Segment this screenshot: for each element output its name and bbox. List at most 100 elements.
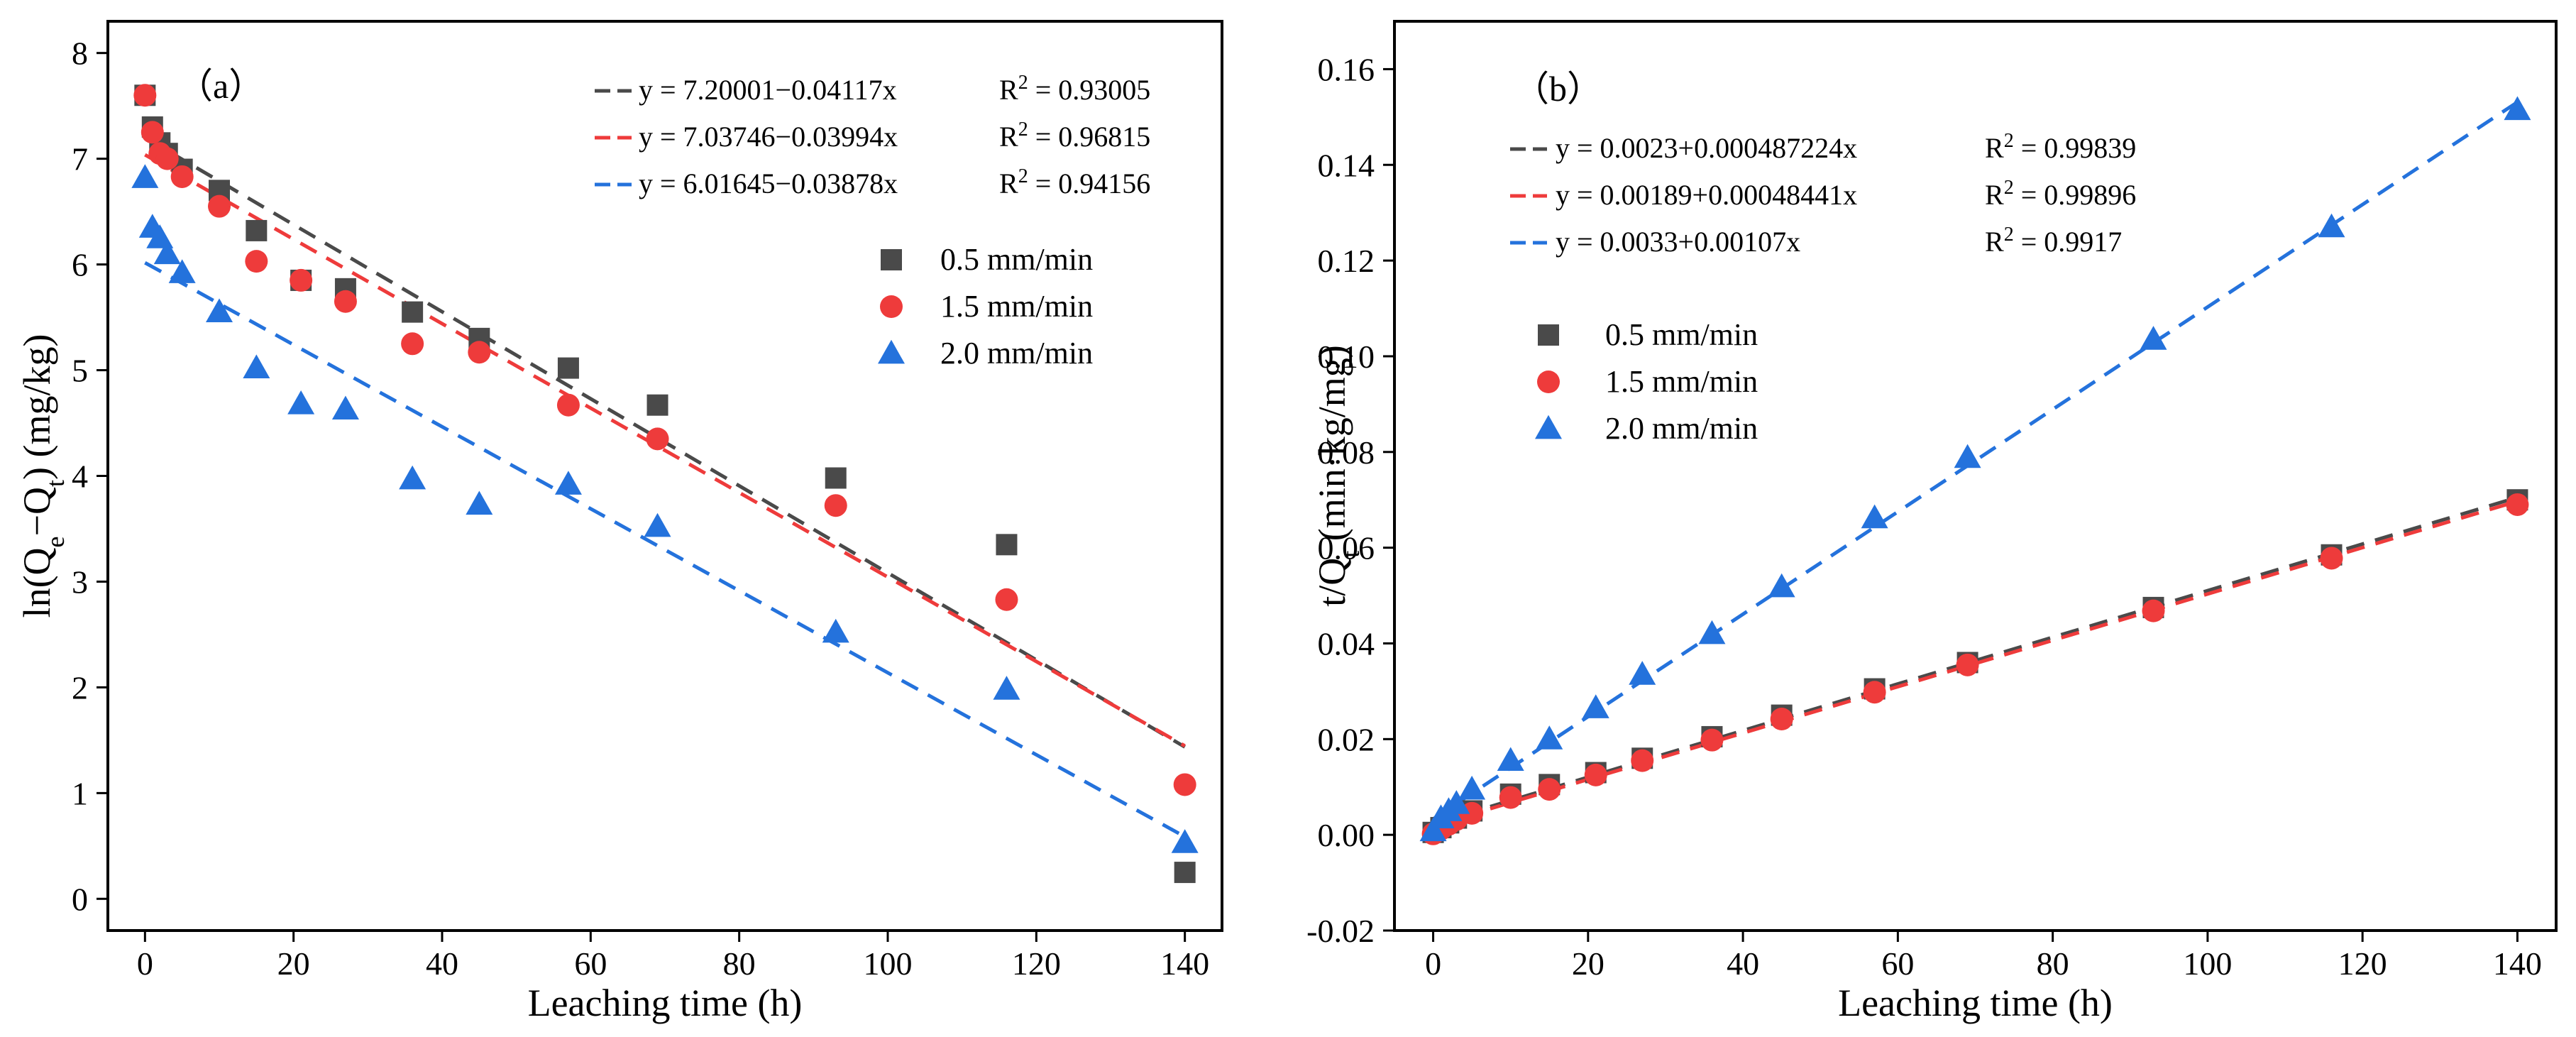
y-tick-label: 6 [72,247,88,283]
data-point-s2-10 [1700,728,1724,752]
data-point-s1-12 [557,357,579,379]
data-point-s2-11 [1770,707,1793,730]
r2-superscript: 2 [1018,72,1028,94]
data-point-s3-1 [131,164,159,188]
legend-marker-1 [1538,324,1559,346]
y-tick-label: 1 [72,775,88,811]
data-point-s3-11 [466,490,493,515]
data-point-s3-5 [1458,775,1486,800]
data-point-s2-10 [401,332,424,356]
y-axis-label-part: ln(Q [16,547,58,618]
data-point-s2-9 [1631,749,1654,772]
y-axis-label-sub: t [1336,551,1365,558]
fit-line-1 [1432,495,2519,826]
legend-label-3: 2.0 mm/min [1605,411,1758,446]
y-tick-label: 0.00 [1318,817,1375,853]
fit-line-2 [1432,499,2519,828]
r2-superscript: 2 [2004,130,2014,152]
y-tick-label: 4 [72,459,88,495]
r2-symbol: R [1985,226,2004,258]
data-point-s3-4 [1443,790,1470,814]
data-point-s2-15 [995,588,1018,611]
x-tick-label: 140 [2493,945,2542,982]
fit-r2-3: R2 = 0.9917 [1985,224,2122,258]
x-tick-label: 120 [1012,945,1061,982]
r2-superscript: 2 [2004,224,2014,246]
data-point-s3-11 [1768,573,1795,598]
panel-label: （a） [177,66,264,106]
legend-label-1: 0.5 mm/min [940,242,1093,277]
chart-b: 0 20 40 60 80 100 120 140 -0.02 0.00 0.02 0.04 0.06 0… [1306,20,2558,1024]
data-point-s2-16 [2506,493,2529,516]
legend-label-3: 2.0 mm/min [940,336,1093,371]
x-axis-label: Leaching time (h) [1838,982,2113,1024]
x-tick-label: 100 [2183,945,2232,982]
data-point-s2-16 [1173,773,1196,796]
y-axis-label-sub: e [41,536,70,547]
fit-lines [1432,100,2519,828]
data-point-s1-13 [646,394,668,416]
data-point-s2-7 [1538,778,1561,801]
y-tick-label: 0.12 [1318,243,1375,279]
y-axis-label-part: t/Q [1311,558,1353,607]
y-axis-label-part: ) (mg/kg) [16,334,58,480]
x-tick-label: 100 [864,945,913,982]
y-axis-label: t/Qt (min·kg/mg) [1311,345,1365,607]
x-tick-label: 120 [2338,945,2387,982]
data-point-s2-12 [556,393,580,417]
x-tick-label: 140 [1160,945,1209,982]
fit-line-3 [144,260,1186,839]
x-tick-label: 20 [277,945,310,982]
r2-symbol: R [999,168,1018,199]
data-point-s1-14 [825,467,847,489]
data-point-s1-10 [402,301,424,323]
r2-symbol: R [1985,179,2004,211]
fit-r2-2: R2 = 0.96815 [999,119,1150,153]
y-tick-label: -0.02 [1306,913,1375,949]
legend-marker-2 [880,295,903,318]
y-tick-label: 0.16 [1318,51,1375,87]
data-point-s2-1 [133,84,157,107]
y-axis-label-sub: t [41,480,70,487]
legend-label-1: 0.5 mm/min [1605,317,1758,352]
data-point-s1-15 [996,534,1018,556]
y-axis-label-part: −Q [16,487,58,536]
data-point-s2-2 [141,121,164,144]
fit-r2-3: R2 = 0.94156 [999,165,1150,200]
data-point-s3-10 [1698,620,1726,644]
r2-symbol: R [999,74,1018,106]
r2-superscript: 2 [1018,165,1028,187]
r2-value: = 0.99896 [2014,179,2137,211]
data-point-s3-12 [1861,504,1888,529]
x-axis-label: Leaching time (h) [528,982,803,1024]
x-tick-label: 60 [1881,945,1914,982]
fit-equation-3: y = 6.01645−0.03878x [639,168,898,199]
y-tick-label: 0.08 [1318,434,1375,471]
legend-marker-2 [1537,371,1560,393]
r2-value: = 0.96815 [1028,121,1151,153]
y-tick-label: 3 [72,564,88,600]
data-point-s3-12 [554,471,582,495]
x-tick-label: 80 [723,945,756,982]
r2-value: = 0.99839 [2014,132,2137,164]
y-tick-label: 0 [72,881,88,917]
data-point-s2-15 [2320,547,2343,570]
series-3 [1419,96,2531,842]
data-point-s3-13 [1954,444,1981,468]
legend-marker-3 [878,339,905,364]
fit-r2-1: R2 = 0.99839 [1985,130,2136,165]
data-point-s3-5 [168,259,196,283]
fit-line-2 [144,153,1186,748]
x-tick-label: 20 [1572,945,1605,982]
x-tick-label: 0 [1425,945,1441,982]
r2-value: = 0.93005 [1028,74,1151,106]
data-point-s2-6 [208,194,231,218]
y-tick-label: 0.14 [1318,147,1375,183]
plot-frame [1393,20,2558,932]
data-point-s2-8 [290,268,313,292]
y-tick-label: 0.10 [1318,339,1375,375]
x-tick-label: 40 [426,945,458,982]
data-point-s3-15 [993,676,1020,700]
fit-equation-2: y = 0.00189+0.00048441x [1556,179,1857,211]
